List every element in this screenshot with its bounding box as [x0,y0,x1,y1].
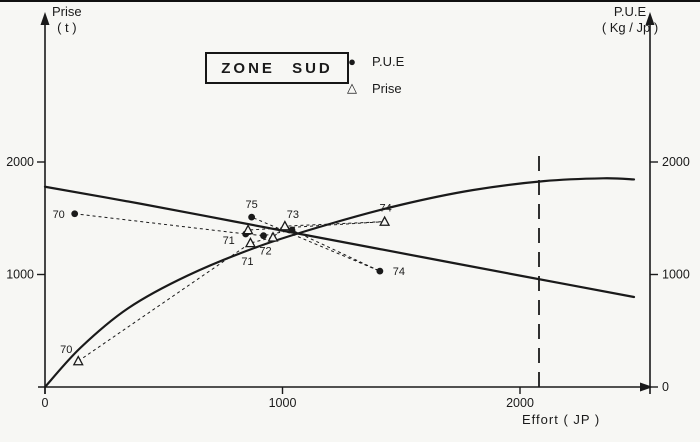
x-axis-arrow [640,382,653,392]
legend: ● P.U.E △ Prise [344,54,404,96]
pue-point-72 [260,232,267,240]
zone-title-box: ZONE SUD [205,52,349,84]
prise-point-72 [267,231,279,242]
right-axis-arrow [645,12,655,25]
pue-year-label-70: 70 [53,209,65,221]
pue-point-75 [248,213,256,221]
prise-year-label-71: 71 [241,256,253,268]
pue-connector [74,213,381,272]
right-axis-label: P.U.E ( Kg / Jp ) [570,4,690,36]
x-axis-label: Effort ( JP ) [522,412,601,427]
pue-year-label-75: 75 [246,199,258,211]
pue-point-74 [376,267,384,275]
prise-point-74 [379,215,391,226]
pue-trend-curve [43,185,636,299]
pue-year-label-71: 71 [223,235,235,247]
legend-item-pue: ● P.U.E [344,54,404,69]
legend-item-prise: △ Prise [344,80,404,96]
prise-year-label-70: 70 [60,344,72,356]
filled-circle-icon: ● [348,54,356,69]
x-tick-label: 1000 [269,396,297,410]
left-y-tick-label: 2000 [6,155,34,169]
right-y-tick-label: 2000 [662,155,690,169]
prise-point-71 [244,237,256,248]
prise-year-label-73: 73 [287,209,299,221]
pue-point-70 [71,210,79,218]
pue-year-label-74: 74 [393,266,405,278]
left-axis-label-line1: Prise [52,4,82,19]
prise-year-label-74: 74 [380,203,392,215]
left-axis-arrow [40,12,50,25]
pue-point-73 [288,226,296,234]
x-tick-label: 0 [42,396,49,410]
prise-connector [77,221,385,362]
left-y-tick-label: 1000 [6,268,34,282]
right-axis-label-line1: P.U.E [613,4,647,19]
legend-label-prise: Prise [372,80,402,96]
prise-yield-curve [43,177,636,389]
left-axis-label: Prise ( t ) [52,4,82,36]
legend-label-pue: P.U.E [372,54,405,69]
prise-point-75 [242,224,254,235]
right-axis-label-line2: ( Kg / Jp ) [601,20,659,35]
prise-point-70 [72,355,84,366]
prise-point-73 [279,220,291,231]
right-y-tick-label: 0 [662,380,669,394]
x-tick-label: 2000 [506,396,534,410]
zone-title: ZONE SUD [221,59,333,77]
left-axis-label-line2: ( t ) [57,20,77,35]
pue-year-label-72: 72 [259,246,271,258]
open-triangle-icon: △ [347,80,357,95]
right-y-tick-label: 1000 [662,268,690,282]
